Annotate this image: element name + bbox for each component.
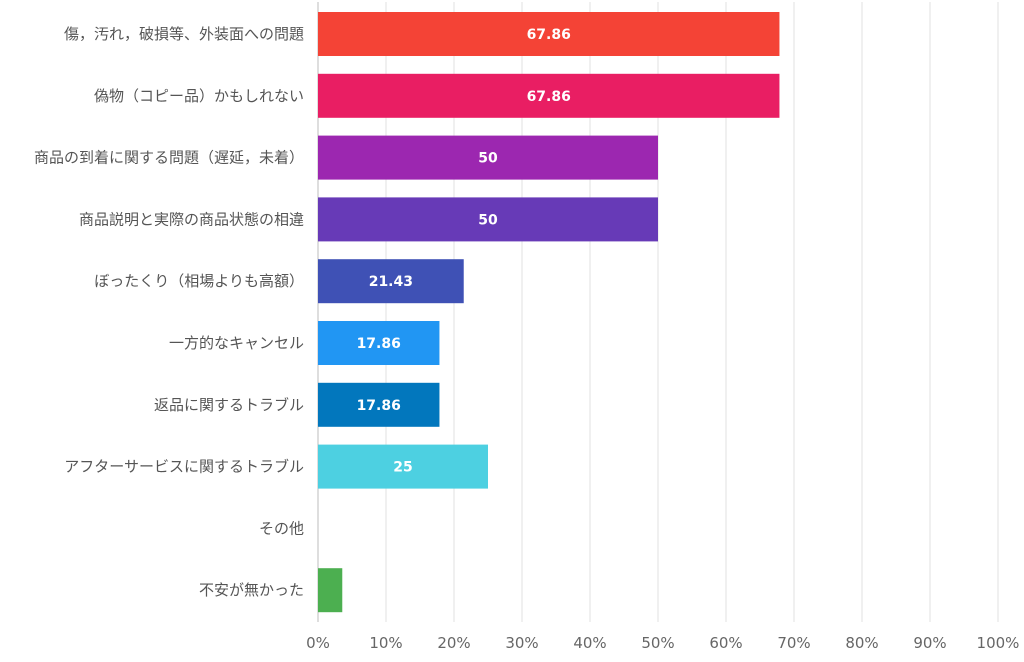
x-tick-label: 80% (845, 634, 878, 652)
category-label: 返品に関するトラブル (154, 396, 304, 414)
x-tick-label: 20% (437, 634, 470, 652)
bar (318, 197, 658, 242)
x-tick-label: 10% (369, 634, 402, 652)
x-tick-label: 40% (573, 634, 606, 652)
category-label: 商品の到着に関する問題（遅延，未着） (34, 149, 304, 167)
bar (318, 321, 440, 365)
x-tick-label: 60% (709, 634, 742, 652)
bar (318, 444, 488, 489)
category-label: アフターサービスに関するトラブル (64, 458, 304, 476)
x-tick-label: 100% (977, 634, 1020, 652)
x-tick-label: 70% (777, 634, 810, 652)
bar (318, 73, 780, 118)
bar (318, 382, 440, 427)
bar-value-label: 67.86 (527, 27, 571, 43)
category-label: 傷，汚れ，破損等、外装面への問題 (64, 25, 304, 43)
category-label: 商品説明と実際の商品状態の相違 (79, 210, 304, 228)
category-label: 偽物（コピー品）かもしれない (94, 87, 304, 105)
bar-value-labels: 67.86 67.86 50 50 21.43 17.86 17.86 25 (357, 27, 571, 476)
category-label: 一方的なキャンセル (169, 334, 304, 352)
bars (318, 12, 780, 613)
bar (318, 259, 464, 304)
category-labels: 傷，汚れ，破損等、外装面への問題偽物（コピー品）かもしれない商品の到着に関する問… (34, 25, 304, 599)
x-tick-label: 0% (306, 634, 330, 652)
bar-value-label: 67.86 (527, 89, 571, 105)
bar-value-label: 17.86 (357, 336, 401, 352)
category-label: ぼったくり（相場よりも高額） (94, 272, 304, 290)
bar-value-label: 50 (478, 151, 498, 167)
bar-value-label: 21.43 (369, 274, 413, 290)
bar (318, 135, 658, 180)
category-label: 不安が無かった (199, 581, 304, 599)
bar-value-label: 25 (393, 460, 412, 476)
x-tick-label: 90% (913, 634, 946, 652)
x-axis-tick-labels: 0% 10% 20% 30% 40% 50% 60% 70% 80% 90% 100% (306, 634, 1019, 652)
bar-value-label: 50 (478, 212, 498, 228)
bar-value-label: 17.86 (357, 398, 401, 414)
x-tick-label: 30% (505, 634, 538, 652)
category-label: その他 (259, 519, 304, 537)
bar (318, 12, 780, 56)
bar (318, 568, 343, 613)
x-tick-label: 50% (641, 634, 674, 652)
